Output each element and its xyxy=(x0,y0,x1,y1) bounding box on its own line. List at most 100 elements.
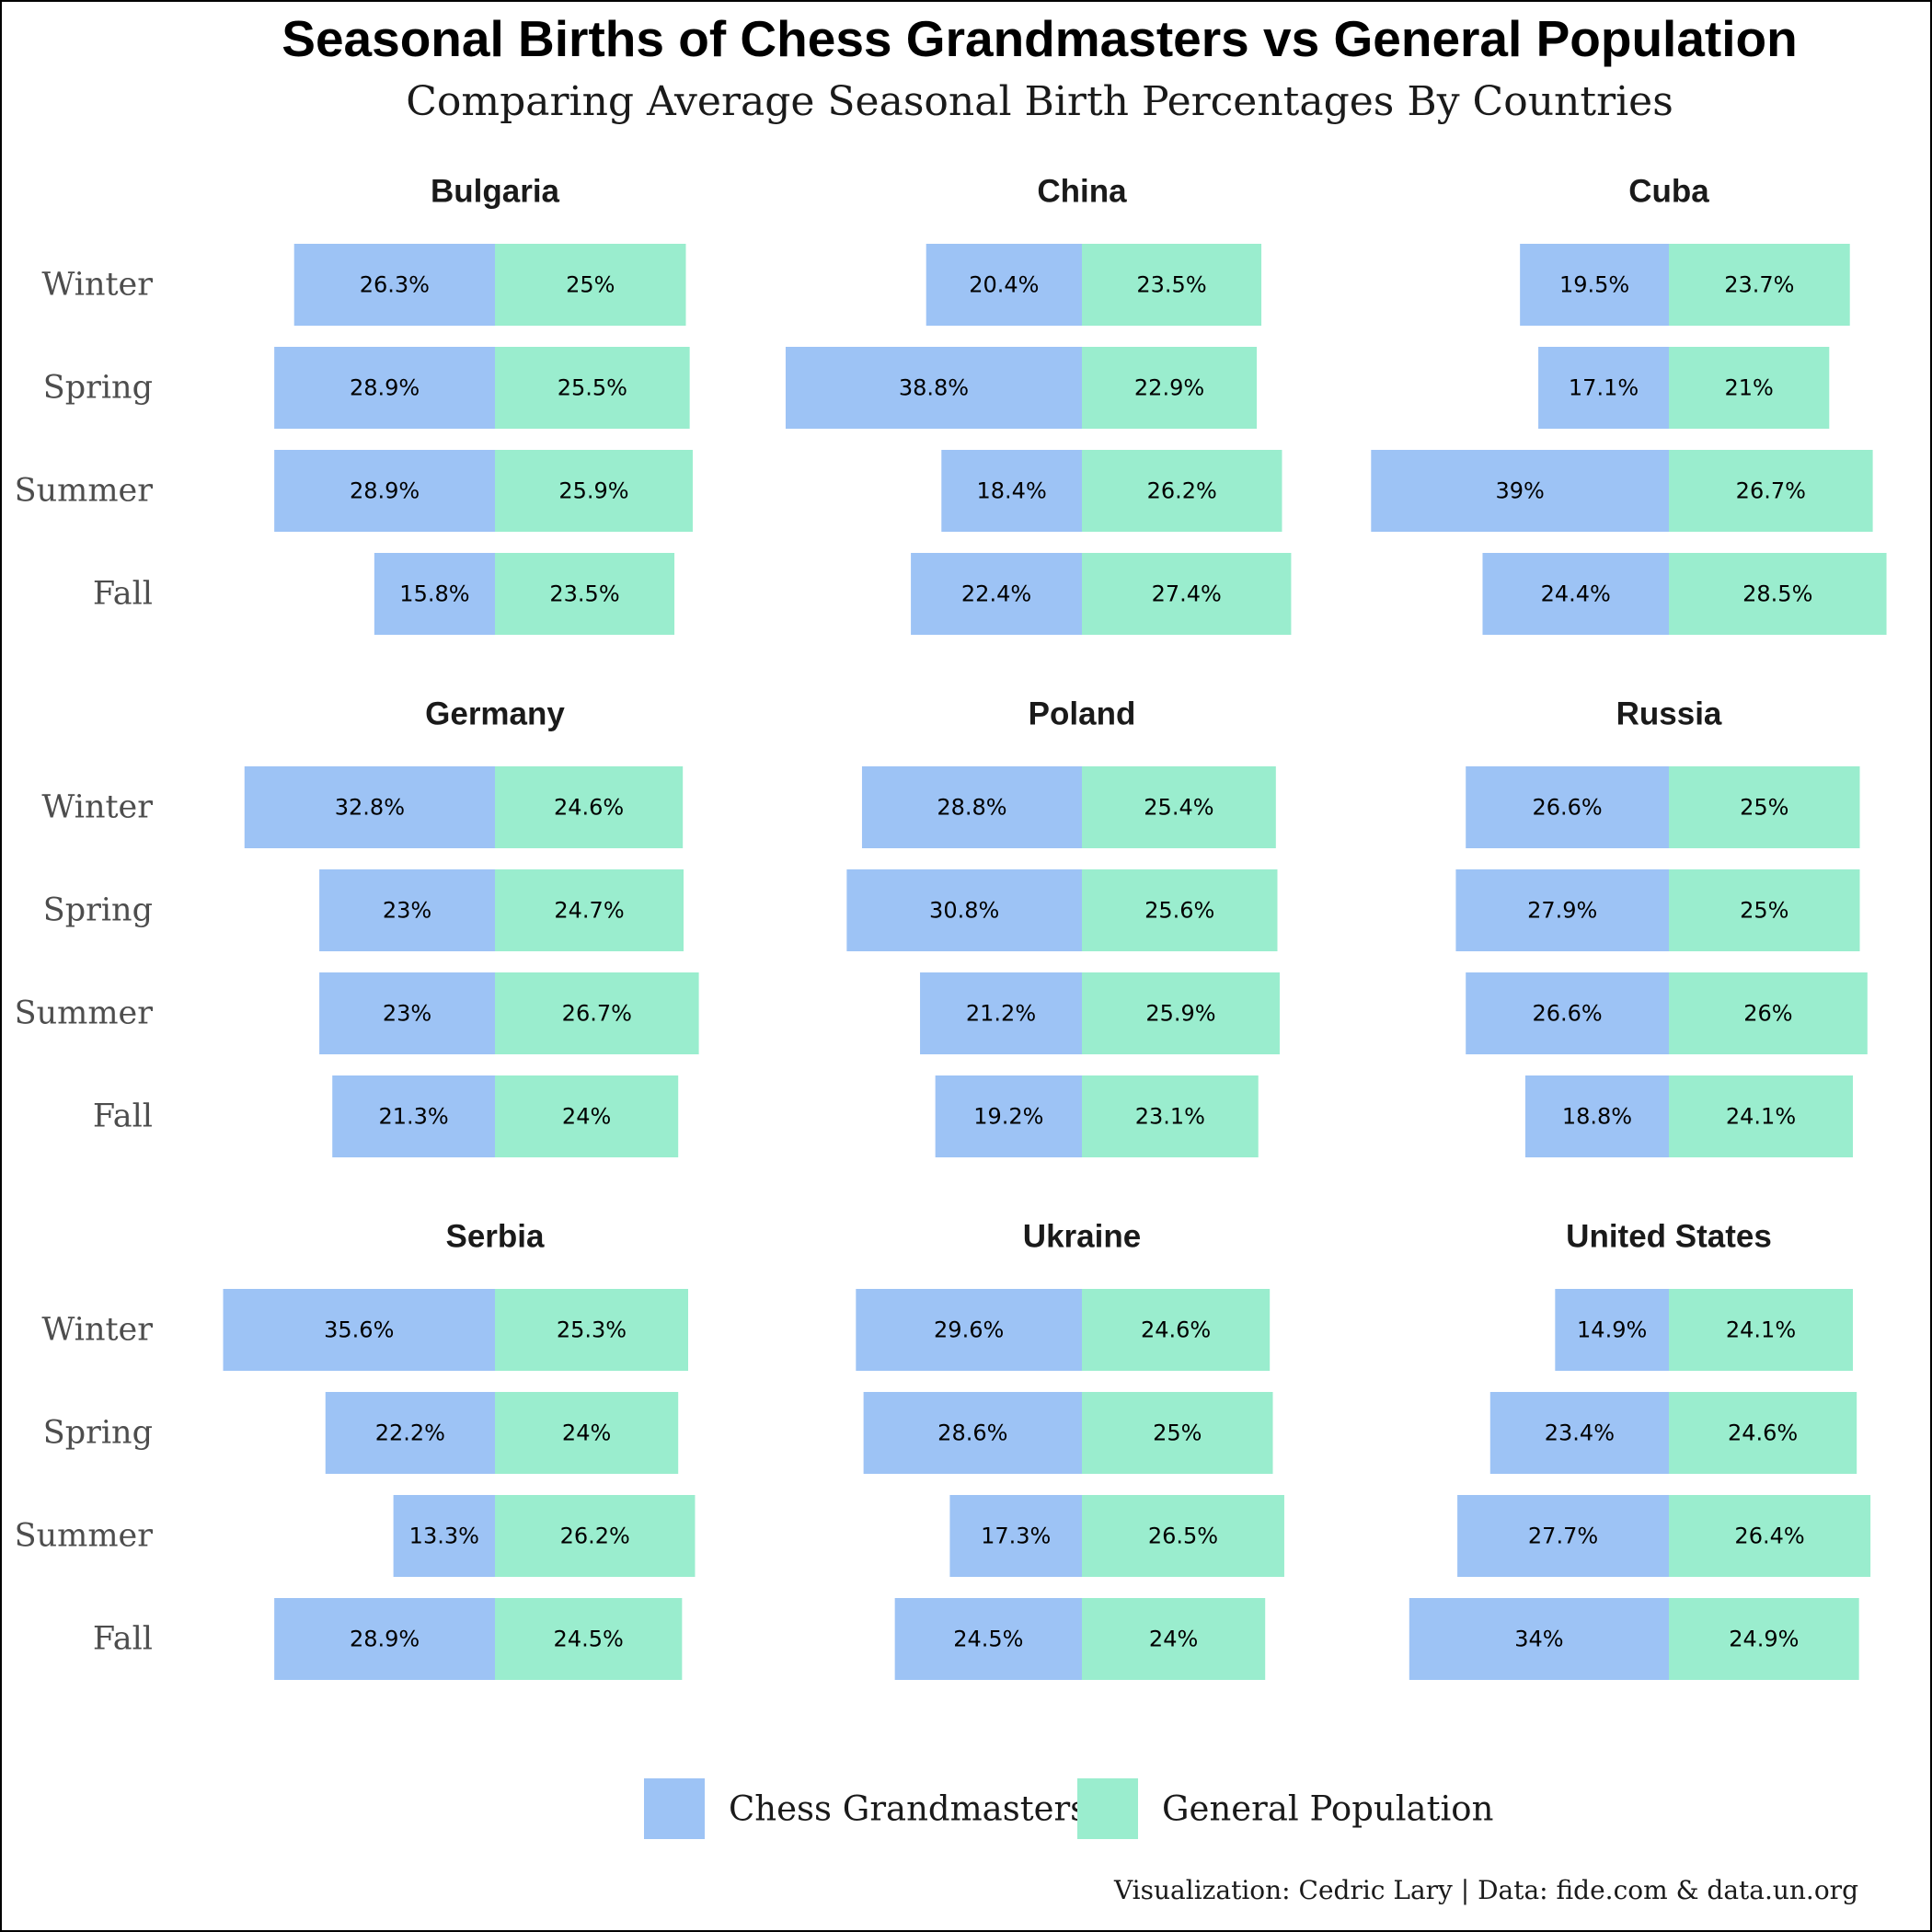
population-value-label: 25.3% xyxy=(557,1317,627,1343)
population-bar xyxy=(1082,553,1292,635)
population-bar xyxy=(1669,553,1887,635)
grandmasters-value-label: 14.9% xyxy=(1577,1317,1647,1343)
population-bar xyxy=(1669,1289,1854,1371)
grandmasters-bar xyxy=(332,1075,495,1157)
season-label: Spring xyxy=(43,370,153,407)
population-bar xyxy=(1669,347,1830,429)
panel-title: Ukraine xyxy=(1023,1219,1141,1255)
grandmasters-value-label: 28.9% xyxy=(350,1627,420,1652)
grandmasters-value-label: 13.3% xyxy=(409,1524,479,1549)
panel-title: Germany xyxy=(425,696,565,732)
grandmasters-bar xyxy=(374,553,495,635)
population-bar xyxy=(1082,972,1280,1054)
grandmasters-value-label: 27.9% xyxy=(1527,898,1597,924)
grandmasters-bar xyxy=(941,450,1082,532)
population-value-label: 26.7% xyxy=(562,1001,632,1027)
population-bar xyxy=(495,553,675,635)
population-value-label: 25.9% xyxy=(558,478,628,504)
population-bar xyxy=(495,972,699,1054)
grandmasters-value-label: 19.2% xyxy=(973,1104,1043,1130)
grandmasters-bar xyxy=(911,553,1082,635)
grandmasters-value-label: 15.8% xyxy=(399,581,469,607)
season-label: Fall xyxy=(93,576,153,613)
population-bar xyxy=(495,347,690,429)
chart-subtitle: Comparing Average Seasonal Birth Percent… xyxy=(406,78,1673,125)
panel-title: Poland xyxy=(1029,696,1136,732)
grandmasters-bar xyxy=(1466,972,1669,1054)
season-label: Winter xyxy=(41,789,153,826)
population-value-label: 23.5% xyxy=(549,581,619,607)
population-value-label: 25.4% xyxy=(1144,795,1213,821)
population-bar xyxy=(1669,1392,1857,1474)
grandmasters-value-label: 22.4% xyxy=(961,581,1031,607)
population-value-label: 24.1% xyxy=(1726,1104,1796,1130)
population-value-label: 24.6% xyxy=(1141,1317,1211,1343)
population-bar xyxy=(1669,869,1860,951)
population-bar xyxy=(1669,766,1860,848)
season-label: Fall xyxy=(93,1098,153,1135)
grandmasters-bar xyxy=(1371,450,1669,532)
population-bar xyxy=(495,1075,679,1157)
grandmasters-value-label: 28.9% xyxy=(350,375,420,401)
grandmasters-value-label: 19.5% xyxy=(1559,272,1629,298)
grandmasters-value-label: 28.6% xyxy=(937,1420,1007,1446)
population-value-label: 24.9% xyxy=(1729,1627,1799,1652)
season-label: Summer xyxy=(15,473,154,510)
grandmasters-bar xyxy=(856,1289,1082,1371)
grandmasters-bar xyxy=(935,1075,1082,1157)
legend-label-grandmasters: Chess Grandmasters xyxy=(729,1789,1087,1829)
grandmasters-bar xyxy=(926,244,1082,326)
grandmasters-value-label: 27.7% xyxy=(1528,1524,1598,1549)
population-value-label: 21% xyxy=(1724,375,1773,401)
grandmasters-value-label: 18.8% xyxy=(1562,1104,1632,1130)
panel-title: China xyxy=(1037,174,1127,210)
panel-title: Cuba xyxy=(1628,174,1709,210)
population-bar xyxy=(495,1392,679,1474)
grandmasters-bar xyxy=(1466,766,1669,848)
population-value-label: 26.5% xyxy=(1148,1524,1218,1549)
grandmasters-bar xyxy=(949,1495,1082,1577)
grandmasters-value-label: 34% xyxy=(1514,1627,1563,1652)
grandmasters-bar xyxy=(863,1392,1082,1474)
population-bar xyxy=(1082,1495,1284,1577)
grandmasters-value-label: 22.2% xyxy=(375,1420,445,1446)
grandmasters-bar xyxy=(861,766,1082,848)
grandmasters-value-label: 21.3% xyxy=(378,1104,448,1130)
season-label: Summer xyxy=(15,1518,154,1555)
population-bar xyxy=(1669,244,1850,326)
population-value-label: 28.5% xyxy=(1742,581,1812,607)
population-value-label: 25% xyxy=(566,272,615,298)
population-value-label: 25% xyxy=(1740,795,1788,821)
grandmasters-bar xyxy=(1455,869,1669,951)
population-value-label: 25% xyxy=(1740,898,1788,924)
grandmasters-value-label: 24.5% xyxy=(953,1627,1023,1652)
grandmasters-bar xyxy=(894,1598,1082,1680)
population-bar xyxy=(1082,869,1278,951)
grandmasters-value-label: 23% xyxy=(383,1001,431,1027)
season-label: Summer xyxy=(15,995,154,1032)
population-bar xyxy=(1082,1075,1259,1157)
legend-label-population: General Population xyxy=(1162,1789,1493,1829)
grandmasters-bar xyxy=(293,244,495,326)
population-bar xyxy=(1669,1598,1859,1680)
population-value-label: 23.7% xyxy=(1724,272,1794,298)
grandmasters-bar xyxy=(1538,347,1669,429)
population-value-label: 24.5% xyxy=(554,1627,624,1652)
grandmasters-bar xyxy=(846,869,1082,951)
panel-title: Serbia xyxy=(446,1219,546,1255)
legend-swatch-grandmasters xyxy=(644,1778,705,1839)
population-value-label: 24.1% xyxy=(1726,1317,1796,1343)
panel-title: Bulgaria xyxy=(431,174,560,210)
grandmasters-value-label: 26.6% xyxy=(1532,795,1602,821)
grandmasters-bar xyxy=(1409,1598,1669,1680)
population-value-label: 24% xyxy=(1149,1627,1198,1652)
grandmasters-value-label: 26.6% xyxy=(1532,1001,1602,1027)
grandmasters-value-label: 26.3% xyxy=(360,272,430,298)
population-value-label: 25.5% xyxy=(558,375,627,401)
grandmasters-value-label: 32.8% xyxy=(335,795,405,821)
population-bar xyxy=(495,1495,696,1577)
grandmasters-bar xyxy=(325,1392,495,1474)
population-value-label: 26.2% xyxy=(560,1524,630,1549)
grandmasters-value-label: 30.8% xyxy=(929,898,999,924)
population-value-label: 23.5% xyxy=(1136,272,1206,298)
